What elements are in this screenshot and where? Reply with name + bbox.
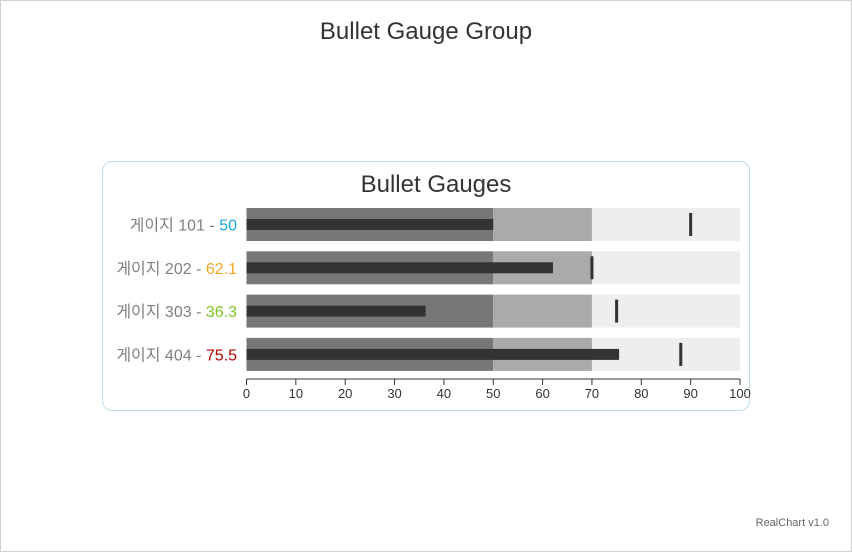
x-tick-label: 80: [634, 386, 648, 401]
x-tick-label: 30: [387, 386, 401, 401]
gauge-value-label: 75.5: [206, 347, 237, 364]
gauge-target-marker: [590, 256, 594, 280]
x-tick-label: 60: [535, 386, 549, 401]
gauge-label: 게이지 303 - 36.3: [116, 303, 237, 321]
x-tick-label: 20: [338, 386, 352, 401]
gauge-value-bar: [246, 219, 494, 230]
gauge-value-bar: [246, 348, 620, 360]
credit-label: RealChart v1.0: [755, 517, 829, 529]
gauge-target-marker: [615, 299, 619, 323]
x-tick-label: 90: [683, 386, 697, 401]
gauge-value-bar: [246, 305, 426, 317]
gauge-band: [591, 208, 740, 241]
page-title: Bullet Gauge Group: [319, 18, 533, 45]
gauge-name: 게이지 101 -: [130, 217, 220, 235]
gauge-band: [493, 294, 592, 328]
x-tick-label: 40: [437, 386, 451, 401]
gauge-band: [591, 251, 740, 285]
gauge-label: 게이지 404 - 75.5: [116, 346, 237, 364]
gauge-name: 게이지 303 -: [116, 303, 206, 321]
panel-title: Bullet Gauges: [361, 171, 512, 198]
gauge-name: 게이지 404 -: [116, 346, 206, 364]
gauge-target-marker: [689, 213, 693, 236]
gauge-band: [591, 294, 740, 328]
x-tick-label: 10: [289, 386, 303, 401]
x-tick-label: 0: [243, 386, 250, 401]
gauge-value-label: 36.3: [206, 304, 237, 321]
gauge-value-label: 50: [219, 218, 237, 235]
gauge-label: 게이지 101 - 50: [130, 217, 237, 235]
gauge-label: 게이지 202 - 62.1: [116, 260, 237, 278]
x-tick-label: 50: [486, 386, 500, 401]
gauge-target-marker: [679, 342, 683, 366]
gauge-name: 게이지 202 -: [116, 260, 206, 278]
gauge-band: [493, 208, 592, 241]
x-tick-label: 100: [729, 386, 751, 401]
x-tick-label: 70: [585, 386, 599, 401]
gauge-value-label: 62.1: [206, 261, 237, 278]
gauge-value-bar: [246, 262, 553, 274]
